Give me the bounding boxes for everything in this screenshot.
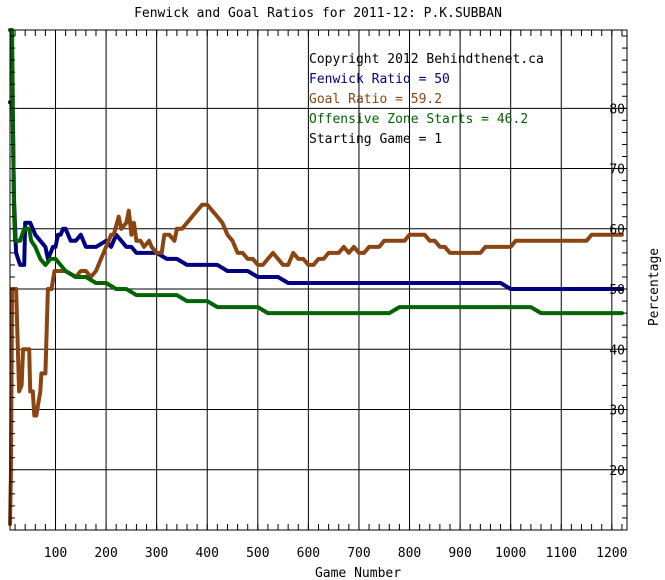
y-tick-label: 40	[609, 343, 625, 358]
x-axis-label: Game Number	[315, 566, 401, 580]
x-tick-label: 500	[246, 546, 269, 561]
y-tick-label: 60	[609, 223, 625, 238]
zone-starts-line	[8, 28, 624, 316]
chart-title: Fenwick and Goal Ratios for 2011-12: P.K…	[134, 6, 502, 21]
annotation-box: Copyright 2012 Behindthenet.ca Fenwick R…	[309, 52, 544, 147]
x-tick-label: 1100	[546, 546, 577, 561]
y-tick-label: 30	[609, 404, 625, 419]
starting-game-annotation: Starting Game = 1	[309, 132, 442, 147]
y-axis-label: Percentage	[647, 248, 662, 326]
axis-ticks: 100 200 300 400 500 600 700 800 900 1000 1100 1200 2…	[10, 30, 627, 561]
goal-ratio-annotation: Goal Ratio = 59.2	[309, 92, 442, 107]
x-tick-label: 1000	[495, 546, 526, 561]
copyright-annotation: Copyright 2012 Behindthenet.ca	[309, 52, 544, 67]
y-tick-label: 20	[609, 464, 625, 479]
y-tick-label: 50	[609, 283, 625, 298]
x-tick-label: 1200	[596, 546, 627, 561]
x-tick-label: 600	[297, 546, 320, 561]
x-tick-label: 800	[398, 546, 421, 561]
x-tick-label: 300	[145, 546, 168, 561]
series-lines	[8, 28, 624, 526]
zone-starts-annotation: Offensive Zone Starts = 46.2	[309, 112, 528, 127]
fenwick-ratio-annotation: Fenwick Ratio = 50	[309, 72, 450, 87]
fenwick-ratio-line	[8, 100, 624, 291]
x-tick-label: 700	[347, 546, 370, 561]
y-tick-label: 70	[609, 163, 625, 178]
x-tick-label: 900	[448, 546, 471, 561]
x-tick-label: 100	[44, 546, 67, 561]
grid	[10, 30, 627, 530]
x-tick-label: 200	[94, 546, 117, 561]
x-tick-label: 400	[195, 546, 218, 561]
y-tick-label: 80	[609, 102, 625, 117]
goal-ratio-line	[8, 202, 624, 526]
